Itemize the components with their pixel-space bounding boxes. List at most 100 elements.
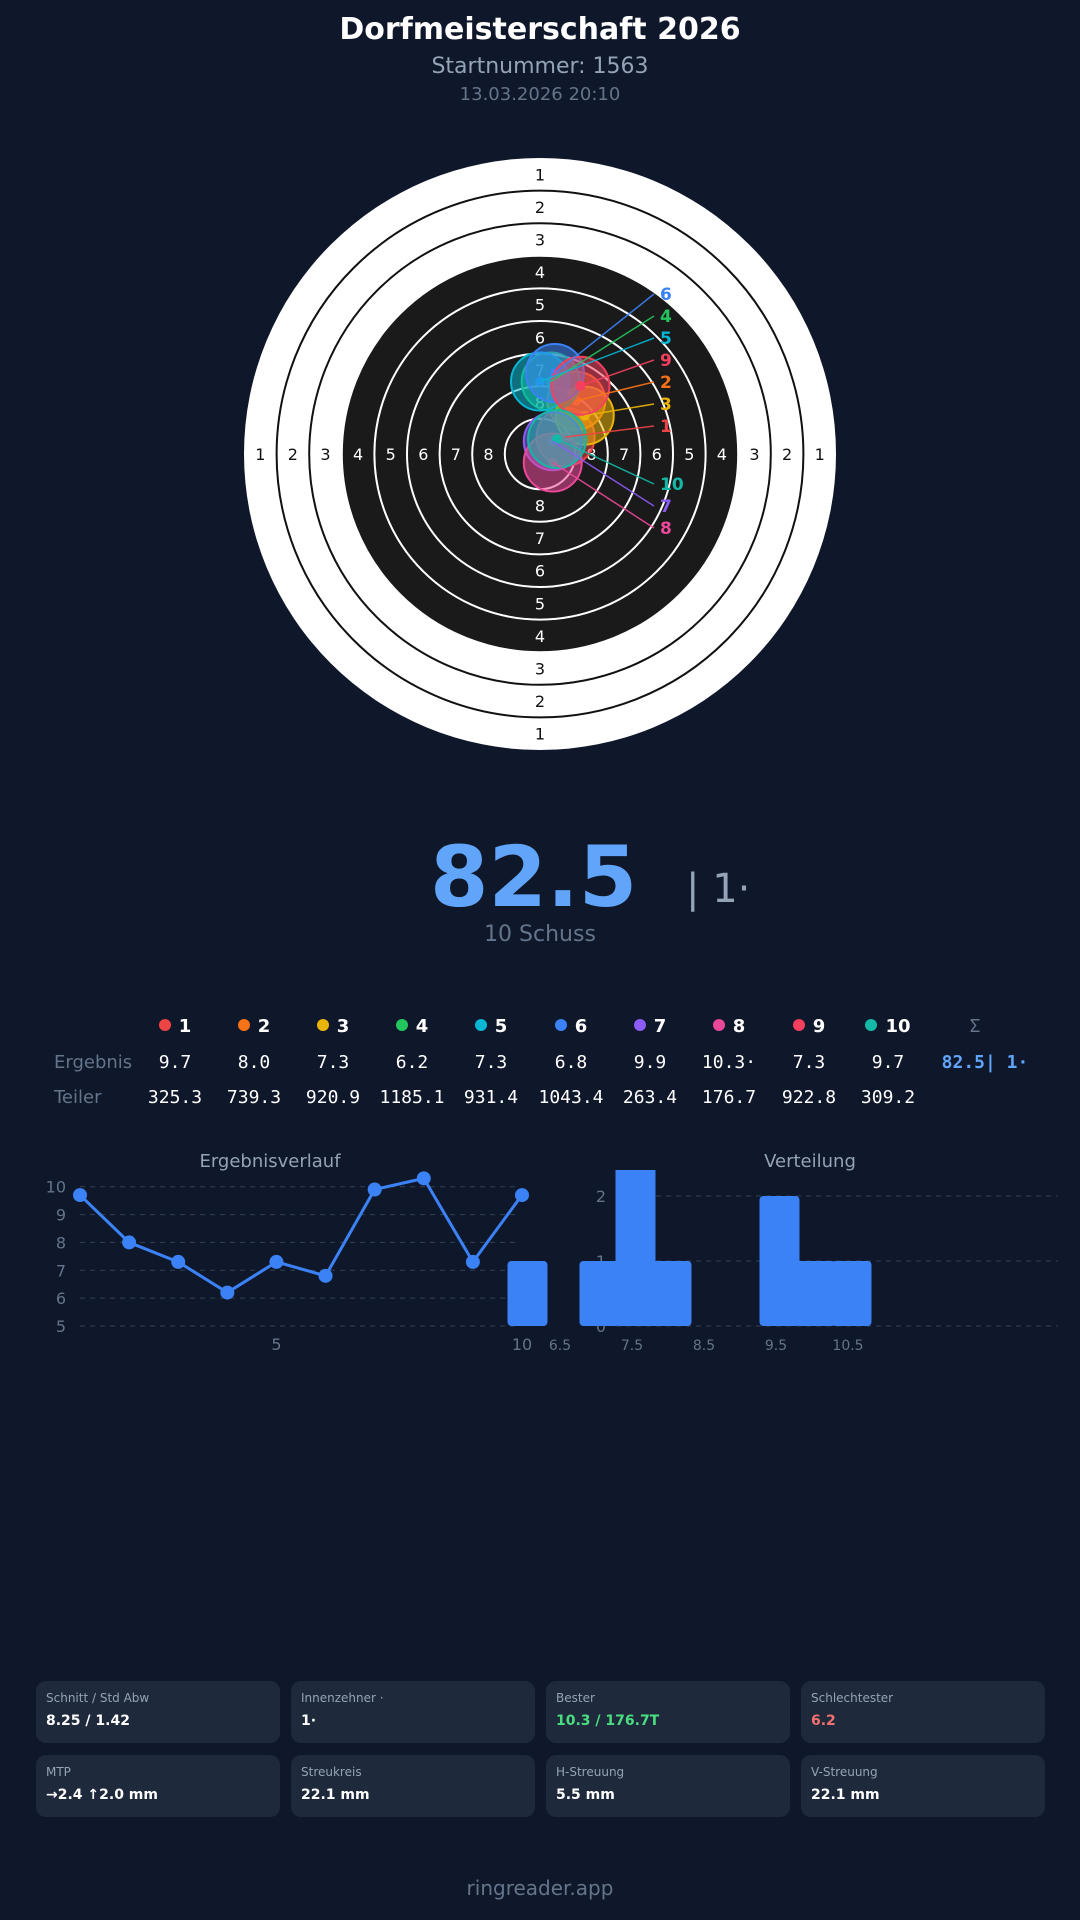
bar	[759, 1196, 800, 1326]
data-point	[220, 1285, 235, 1300]
shot-leader-line	[554, 293, 655, 374]
teiler-cell: 1043.4	[538, 1087, 604, 1108]
ring-label: 6	[535, 562, 545, 581]
legend-dot	[158, 1019, 171, 1031]
ergebnis-cell: 10.3·	[701, 1052, 757, 1073]
teiler-cell: 263.4	[622, 1087, 678, 1108]
ring-label: 7	[535, 529, 545, 548]
stat-label: Schlechtester	[811, 1691, 894, 1705]
legend-item: 6	[531, 1016, 611, 1037]
stat-value: 8.25 / 1.42	[46, 1713, 130, 1729]
legend-dot	[554, 1019, 567, 1031]
total-score: 82.5	[430, 828, 638, 926]
ring-5	[373, 287, 707, 621]
bar	[831, 1261, 872, 1326]
y-tick: 5	[56, 1317, 66, 1336]
ring-label: 3	[535, 660, 545, 679]
legend-label: 1	[178, 1016, 192, 1037]
line-chart-title: Ergebnisverlauf	[199, 1151, 341, 1172]
data-point	[465, 1254, 480, 1269]
teiler-cell: 176.7	[701, 1087, 757, 1108]
y-tick: 7	[56, 1261, 66, 1280]
legend-dot	[865, 1019, 878, 1031]
data-point	[318, 1268, 333, 1283]
ergebnis-cell: 7.3	[316, 1052, 350, 1073]
bar	[620, 1261, 660, 1326]
bar-chart-title: Verteilung	[764, 1151, 856, 1172]
ring-label: 7	[451, 445, 461, 464]
ring-label: 1	[255, 445, 265, 464]
legend-item: 8	[689, 1016, 769, 1037]
x-tick: 8.5	[693, 1338, 715, 1354]
shot-leader-line	[565, 425, 655, 438]
ring-label: 1	[535, 165, 545, 184]
legend-label: 4	[415, 1016, 429, 1037]
series-line	[78, 1176, 524, 1295]
shot-label: 7	[660, 497, 672, 517]
stat-card: Schlechtester 6.2	[801, 1681, 1045, 1743]
bar	[651, 1261, 692, 1326]
legend-label: 9	[812, 1016, 826, 1037]
legend-dot	[712, 1019, 725, 1031]
legend-label: 8	[732, 1016, 746, 1037]
shot-label: 2	[660, 373, 672, 393]
legend-label: 10	[885, 1016, 911, 1037]
legend-dot	[633, 1019, 646, 1031]
legend-item: 7	[610, 1016, 690, 1037]
ergebnis-cell: 7.3	[792, 1052, 826, 1073]
y-tick: 6	[56, 1289, 66, 1308]
shot-label: 4	[660, 307, 672, 327]
stat-label: V-Streuung	[811, 1765, 878, 1779]
ring-label: 8	[535, 497, 545, 516]
legend-item: 10	[848, 1016, 928, 1037]
legend-item: 2	[214, 1016, 294, 1037]
legend-item: 4	[372, 1016, 452, 1037]
stat-label: H-Streuung	[556, 1765, 625, 1779]
footer-link[interactable]: ringreader.app	[466, 1876, 614, 1900]
teiler-cell: 1185.1	[379, 1087, 445, 1108]
bar	[579, 1261, 620, 1326]
stat-value: →2.4 ↑2.0 mm	[46, 1787, 158, 1803]
inner-tens: | 1·	[686, 866, 751, 912]
data-point	[515, 1188, 529, 1203]
bar	[795, 1261, 836, 1326]
ring-2	[275, 189, 805, 719]
ring-label: 5	[684, 445, 694, 464]
stat-value: 22.1 mm	[301, 1787, 370, 1803]
stat-value: 10.3 / 176.7T	[556, 1713, 660, 1729]
stat-card: MTP →2.4 ↑2.0 mm	[36, 1755, 280, 1817]
sum-value: 82.5| 1·	[941, 1052, 1029, 1073]
ring-label: 5	[535, 296, 545, 315]
ring-label: 6	[418, 445, 428, 464]
legend-label: 6	[574, 1016, 588, 1037]
ergebnis-cell: 8.0	[237, 1052, 271, 1073]
legend-item: 1	[135, 1016, 215, 1037]
x-tick: 9.5	[765, 1338, 787, 1354]
stat-label: Streukreis	[301, 1765, 362, 1779]
x-tick: 7.5	[621, 1338, 643, 1354]
legend-dot	[474, 1019, 487, 1031]
teiler-cell: 920.9	[305, 1087, 361, 1108]
ring-label: 3	[320, 445, 330, 464]
x-tick: 5	[271, 1335, 281, 1354]
ring-label: 7	[619, 445, 629, 464]
ergebnis-cell: 6.2	[395, 1052, 429, 1073]
shot-label: 9	[660, 351, 672, 371]
shot-label: 1	[660, 417, 672, 437]
y-tick: 0	[596, 1317, 606, 1336]
ring-label: 5	[535, 594, 545, 613]
legend-dot	[395, 1019, 408, 1031]
shot-leader-line	[552, 440, 655, 507]
shot-leader-line	[580, 359, 655, 387]
ring-6	[406, 320, 674, 588]
target: 1111222233334444555566667777888864592311…	[244, 158, 836, 750]
ergebnis-cell: 9.7	[158, 1052, 192, 1073]
shot-label: 8	[660, 519, 672, 539]
shot-leader-line	[576, 381, 655, 402]
legend-item: 3	[293, 1016, 373, 1037]
shot-label: 10	[660, 475, 684, 495]
teiler-cell: 922.8	[781, 1087, 837, 1108]
start-number: Startnummer: 1563	[431, 54, 649, 79]
data-point	[269, 1254, 284, 1269]
ergebnis-cell: 6.8	[554, 1052, 588, 1073]
